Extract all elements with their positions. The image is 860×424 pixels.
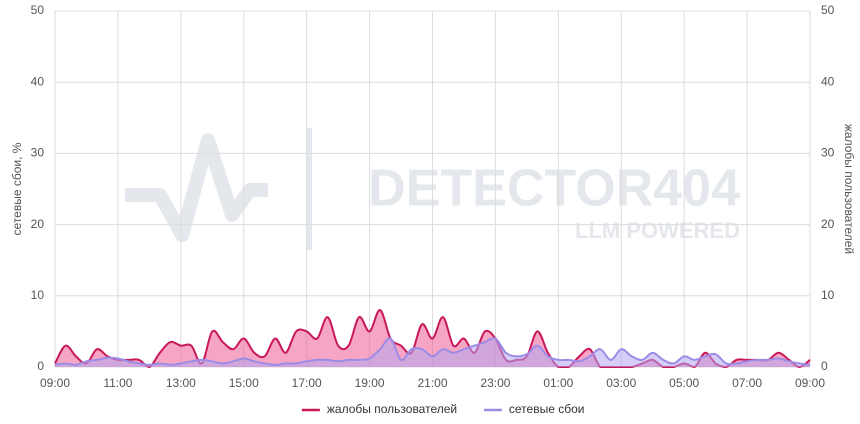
legend: жалобы пользователей сетевые сбои <box>301 402 585 416</box>
x-tick-label: 01:00 <box>543 376 573 390</box>
area-fill <box>55 309 810 367</box>
x-tick-label: 19:00 <box>355 376 385 390</box>
watermark-subtitle: LLM POWERED <box>575 218 740 243</box>
y-axis-label: сетевые сбои, % <box>10 142 24 235</box>
watermark-divider <box>306 128 312 250</box>
y2-axis-label: жалобы пользователей <box>842 124 856 254</box>
legend-label: жалобы пользователей <box>327 402 457 416</box>
x-tick-label: 15:00 <box>229 376 259 390</box>
y2-tick-label: 0 <box>821 359 828 373</box>
x-tick-label: 05:00 <box>669 376 699 390</box>
watermark-logo <box>125 133 268 242</box>
y2-tick-label: 10 <box>821 288 835 302</box>
watermark-title: DETECTOR404 <box>368 160 740 218</box>
x-tick-label: 09:00 <box>795 376 825 390</box>
x-tick-label: 21:00 <box>417 376 447 390</box>
y-tick-label: 50 <box>31 3 45 17</box>
y-tick-label: 10 <box>31 288 45 302</box>
area-fill <box>55 338 810 367</box>
legend-label: сетевые сбои <box>509 402 585 416</box>
x-tick-label: 11:00 <box>103 376 132 390</box>
y-tick-label: 30 <box>31 146 45 160</box>
x-tick-label: 07:00 <box>732 376 762 390</box>
y2-tick-label: 30 <box>821 146 835 160</box>
y2-tick-label: 40 <box>821 74 835 88</box>
x-tick-label: 13:00 <box>166 376 196 390</box>
watermark: DETECTOR404 LLM POWERED <box>125 128 740 250</box>
area-line <box>54 337 811 366</box>
grid <box>54 10 811 368</box>
x-tick-label: 23:00 <box>480 376 510 390</box>
y2-tick-label: 20 <box>821 217 835 231</box>
y-tick-label: 0 <box>37 359 44 373</box>
x-tick-label: 17:00 <box>292 376 322 390</box>
x-tick-label: 09:00 <box>40 376 70 390</box>
y-tick-label: 40 <box>31 74 45 88</box>
x-tick-label: 03:00 <box>606 376 636 390</box>
y-tick-label: 20 <box>31 217 45 231</box>
y2-tick-label: 50 <box>821 3 835 17</box>
